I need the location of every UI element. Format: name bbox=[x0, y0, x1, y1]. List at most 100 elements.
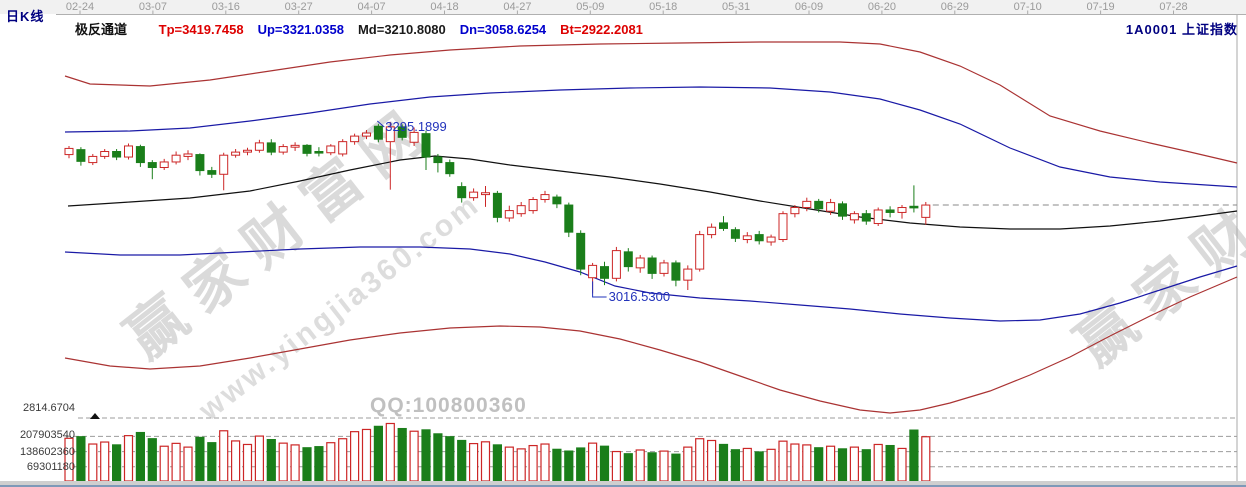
candle-body bbox=[623, 251, 633, 268]
candle-body bbox=[159, 161, 169, 169]
candle-body bbox=[838, 203, 847, 217]
volume-bar bbox=[516, 448, 526, 482]
volume-bar bbox=[278, 442, 288, 482]
candle-body bbox=[219, 154, 229, 175]
volume-bar bbox=[730, 449, 741, 482]
volume-bar bbox=[469, 442, 479, 482]
volume-bar bbox=[909, 429, 919, 482]
candle-body bbox=[588, 264, 598, 279]
volume-bar bbox=[659, 450, 669, 482]
indicator-param-4: Bt=2922.2081 bbox=[560, 22, 643, 37]
candle-body bbox=[730, 229, 740, 239]
candle-body bbox=[873, 209, 883, 225]
candle-body bbox=[897, 207, 907, 213]
volume-bar bbox=[445, 436, 455, 482]
volume-bar bbox=[231, 440, 241, 482]
candle-body bbox=[754, 234, 764, 242]
volume-bar bbox=[778, 440, 788, 482]
candle-body bbox=[861, 213, 871, 222]
volume-bar bbox=[195, 436, 205, 482]
date-tick-label: 07-10 bbox=[1013, 1, 1042, 13]
date-tick-label: 04-27 bbox=[503, 1, 532, 13]
candle-body bbox=[469, 191, 479, 199]
volume-bar bbox=[242, 443, 253, 482]
indicator-name[interactable]: 极反通道 bbox=[75, 22, 128, 37]
indicator-param-2: Md=3210.8080 bbox=[357, 22, 446, 37]
candle-body bbox=[659, 262, 669, 274]
candle-body bbox=[683, 268, 693, 281]
candle-body bbox=[64, 147, 74, 156]
candle-body bbox=[504, 210, 514, 219]
watermark-qq: QQ:100800360 bbox=[370, 394, 527, 417]
volume-bar bbox=[385, 422, 395, 482]
candle-body bbox=[671, 262, 681, 281]
candle-body bbox=[909, 205, 919, 209]
volume-bar bbox=[88, 443, 98, 482]
volume-bar bbox=[849, 446, 860, 482]
volume-bar bbox=[266, 439, 276, 482]
date-tick-label: 04-18 bbox=[430, 1, 459, 13]
volume-bar bbox=[825, 445, 836, 482]
candle-body bbox=[326, 145, 336, 154]
candle-body bbox=[647, 257, 657, 274]
volume-bar bbox=[492, 444, 502, 482]
volume-scale-label-3: 207903540 bbox=[19, 429, 75, 441]
date-tick-label: 04-07 bbox=[357, 1, 386, 13]
candle-body bbox=[135, 146, 145, 164]
candle-body bbox=[576, 232, 586, 270]
candle-body bbox=[243, 149, 252, 153]
date-axis-strip bbox=[0, 0, 1246, 14]
volume-bar bbox=[100, 441, 110, 482]
candle-body bbox=[564, 204, 574, 233]
channel-line-up bbox=[64, 86, 1238, 188]
candle-body bbox=[445, 162, 455, 175]
volume-bar bbox=[433, 433, 443, 482]
symbol-label[interactable]: 1A0001 上证指数 bbox=[1125, 22, 1238, 37]
volume-bar bbox=[64, 437, 74, 482]
volume-bar bbox=[695, 438, 705, 482]
candle-body bbox=[742, 235, 752, 241]
candle-body bbox=[433, 156, 443, 164]
volume-bar bbox=[409, 430, 419, 482]
period-label[interactable]: 日K线 bbox=[6, 9, 45, 24]
volume-bar bbox=[373, 425, 383, 482]
candle-body bbox=[766, 236, 776, 243]
volume-bar bbox=[635, 449, 645, 482]
volume-bar bbox=[742, 447, 752, 482]
volume-bar bbox=[76, 436, 86, 482]
candle-body bbox=[516, 205, 526, 215]
volume-bar bbox=[290, 444, 300, 482]
volume-bar bbox=[326, 442, 336, 482]
candle-body bbox=[100, 150, 110, 157]
volume-bar bbox=[718, 443, 729, 482]
candle-body bbox=[373, 125, 383, 140]
volume-bar bbox=[611, 450, 622, 482]
volume-bar bbox=[397, 427, 407, 482]
volume-bar bbox=[885, 444, 895, 482]
date-tick-label: 06-29 bbox=[940, 1, 969, 13]
date-tick-label: 05-18 bbox=[649, 1, 678, 13]
volume-bar bbox=[457, 439, 467, 482]
window-bottom-edge bbox=[0, 485, 1246, 487]
candle-body bbox=[362, 132, 371, 137]
candle-body bbox=[409, 131, 419, 143]
volume-bar bbox=[314, 446, 324, 482]
annotation-high: 3295.1899 bbox=[385, 119, 447, 134]
candle-body bbox=[195, 154, 205, 172]
volume-bar bbox=[671, 453, 681, 482]
volume-bar bbox=[171, 442, 181, 482]
candle-body bbox=[635, 257, 645, 269]
candle-body bbox=[171, 154, 181, 163]
candle-body bbox=[112, 150, 122, 158]
low-annotation-leader bbox=[592, 281, 607, 298]
volume-bar bbox=[504, 446, 514, 482]
candle-body bbox=[921, 204, 931, 218]
volume-bar bbox=[623, 453, 633, 482]
volume-bar bbox=[540, 443, 550, 482]
bottom-divider bbox=[0, 481, 1246, 485]
volume-bar bbox=[159, 445, 169, 482]
volume-bar bbox=[302, 447, 312, 482]
date-tick-label: 03-07 bbox=[138, 1, 167, 13]
candle-body bbox=[302, 144, 312, 154]
